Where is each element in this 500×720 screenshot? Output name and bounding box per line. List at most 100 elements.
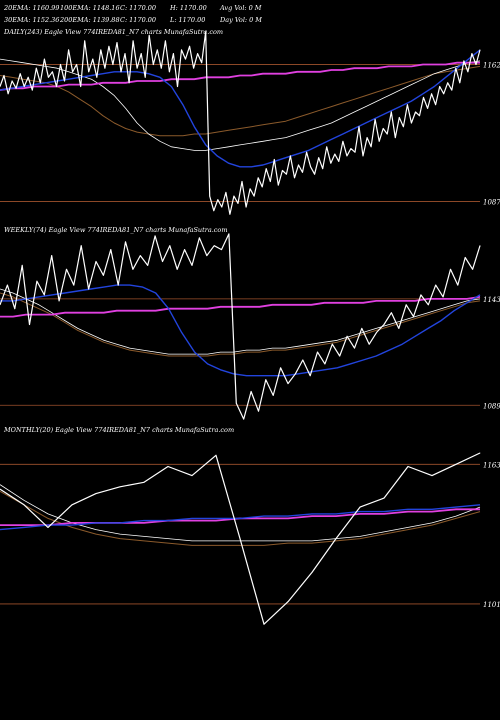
price-point bbox=[370, 146, 372, 148]
price-point bbox=[411, 122, 412, 124]
header-value: 1160.99 bbox=[33, 4, 60, 12]
header-label: 20EMA: bbox=[3, 4, 31, 12]
y-tick-label: 1087 bbox=[483, 199, 500, 207]
price-point bbox=[394, 137, 396, 139]
series-line-price bbox=[0, 31, 481, 215]
price-point bbox=[326, 146, 328, 148]
price-point bbox=[282, 170, 283, 171]
price-point bbox=[339, 355, 341, 357]
price-point bbox=[27, 76, 29, 78]
price-point bbox=[56, 86, 57, 87]
price-point bbox=[52, 71, 53, 73]
price-point bbox=[39, 82, 41, 84]
price-point bbox=[354, 151, 356, 153]
price-point bbox=[383, 497, 385, 499]
price-point bbox=[261, 186, 263, 188]
price-point bbox=[265, 379, 267, 381]
price-point bbox=[88, 71, 90, 73]
price-point bbox=[403, 126, 404, 128]
price-point bbox=[239, 538, 241, 539]
price-point bbox=[88, 288, 89, 290]
price-point bbox=[287, 383, 289, 384]
price-point bbox=[368, 343, 370, 345]
price-point bbox=[228, 233, 230, 235]
price-point bbox=[386, 133, 388, 135]
header-label: L: bbox=[169, 16, 177, 24]
price-point bbox=[31, 89, 33, 91]
price-point bbox=[103, 274, 104, 276]
price-point bbox=[383, 324, 385, 325]
header-label: Avg Vol: bbox=[219, 4, 247, 12]
price-point bbox=[221, 206, 223, 208]
header-label: 100EMA: bbox=[60, 4, 91, 12]
header-value: 1170.00 bbox=[129, 16, 156, 24]
series-line-ema-slow-brown bbox=[0, 65, 481, 137]
price-point bbox=[362, 155, 364, 157]
price-point bbox=[391, 312, 392, 314]
price-point bbox=[147, 265, 149, 266]
price-point bbox=[405, 304, 407, 306]
price-point bbox=[3, 75, 5, 76]
price-point bbox=[427, 108, 428, 109]
price-point bbox=[413, 316, 414, 317]
price-point bbox=[43, 294, 45, 296]
price-point bbox=[139, 255, 141, 256]
price-point bbox=[23, 86, 25, 87]
price-point bbox=[44, 58, 45, 60]
price-point bbox=[162, 261, 163, 262]
price-point bbox=[156, 49, 158, 51]
price-point bbox=[243, 418, 245, 420]
price-point bbox=[472, 268, 473, 270]
price-point bbox=[443, 93, 445, 95]
price-point bbox=[310, 166, 311, 168]
price-point bbox=[112, 64, 114, 65]
header-value: 1152.36 bbox=[33, 16, 60, 24]
price-point bbox=[253, 195, 255, 197]
price-point bbox=[47, 527, 49, 528]
daily-panel: DAILY(243) Eagle View 774IREDA81_N7 char… bbox=[0, 28, 500, 215]
price-point bbox=[215, 454, 217, 456]
price-point bbox=[185, 58, 186, 60]
price-point bbox=[169, 71, 170, 73]
price-point bbox=[71, 504, 73, 506]
y-tick-label: 1101 bbox=[483, 601, 500, 609]
price-point bbox=[442, 296, 444, 298]
price-point bbox=[117, 284, 119, 286]
price-point bbox=[358, 126, 360, 128]
price-point bbox=[100, 49, 102, 51]
price-point bbox=[314, 173, 315, 175]
price-point bbox=[407, 104, 408, 106]
price-point bbox=[272, 395, 274, 396]
header-value: 1148.16 bbox=[93, 4, 120, 12]
price-point bbox=[322, 168, 324, 170]
price-point bbox=[15, 87, 17, 89]
price-point bbox=[419, 115, 420, 117]
monthly-panel: MONTHLY(20) Eagle View 774IREDA81_N7 cha… bbox=[0, 426, 500, 625]
header-value: 1170.00 bbox=[180, 4, 207, 12]
price-point bbox=[116, 42, 118, 43]
price-point bbox=[84, 40, 86, 42]
price-point bbox=[287, 601, 289, 603]
price-point bbox=[160, 67, 162, 69]
price-point bbox=[435, 104, 436, 106]
price-point bbox=[143, 481, 145, 483]
header-label: 200EMA: bbox=[59, 16, 91, 24]
price-point bbox=[167, 466, 169, 467]
price-point bbox=[80, 245, 82, 247]
series-line-price bbox=[0, 233, 481, 420]
price-point bbox=[250, 391, 252, 392]
price-point bbox=[294, 177, 295, 179]
price-point bbox=[263, 623, 265, 625]
price-point bbox=[324, 363, 326, 365]
header-label: Day Vol: bbox=[219, 16, 247, 24]
price-point bbox=[108, 45, 110, 47]
price-point bbox=[302, 171, 303, 173]
series-line-ema-slow-brown bbox=[0, 490, 481, 546]
price-point bbox=[7, 93, 9, 95]
price-point bbox=[209, 195, 211, 197]
price-point bbox=[376, 332, 377, 333]
price-point bbox=[471, 53, 473, 54]
price-point bbox=[11, 80, 13, 82]
price-point bbox=[92, 58, 94, 60]
price-point bbox=[415, 111, 416, 113]
